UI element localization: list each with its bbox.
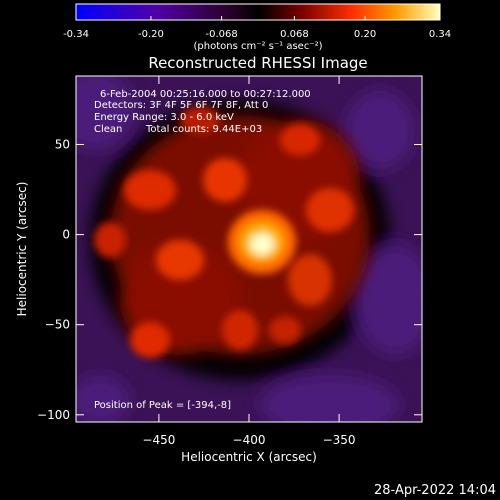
colorbar-unit-label: (photons cm⁻² s⁻¹ asec⁻²) [193, 41, 322, 52]
annotation-time-range: 6-Feb-2004 00:25:16.000 to 00:27:12.000 [100, 89, 311, 100]
colorbar-tick-label: 0.068 [280, 29, 309, 40]
x-tick-label: −350 [323, 433, 356, 447]
x-axis-label: Heliocentric X (arcsec) [181, 450, 317, 464]
y-tick-label: 0 [62, 228, 70, 242]
x-axis: −450 −400 −350 [142, 76, 356, 447]
annotation-clean: Clean [94, 124, 122, 135]
y-axis: −100 −50 0 50 [37, 137, 422, 422]
chart-title: Reconstructed RHESSI Image [148, 54, 367, 72]
annotation-total-counts: Total counts: 9.44E+03 [145, 124, 262, 135]
x-tick-label: −450 [142, 433, 175, 447]
y-tick-label: 50 [55, 137, 70, 151]
colorbar-tick-label: 0.20 [354, 29, 376, 40]
colorbar-tick-label: -0.34 [63, 29, 89, 40]
heatmap-image [76, 76, 422, 422]
timestamp: 28-Apr-2022 14:04 [374, 483, 496, 498]
y-axis-label: Heliocentric Y (arcsec) [15, 182, 29, 317]
colorbar-ticks: -0.34 -0.20 -0.068 0.068 0.20 0.34 [63, 16, 451, 40]
y-tick-label: −50 [45, 318, 70, 332]
x-tick-label: −400 [233, 433, 266, 447]
colorbar-tick-label: -0.20 [138, 29, 164, 40]
colorbar [75, 3, 441, 21]
colorbar-tick-label: 0.34 [429, 29, 451, 40]
y-tick-label: −100 [37, 408, 70, 422]
colorbar-tick-label: -0.068 [205, 29, 237, 40]
annotation-peak-position: Position of Peak = [-394,-8] [94, 400, 231, 411]
annotation-energy-range: Energy Range: 3.0 - 6.0 keV [94, 112, 234, 123]
annotation-detectors: Detectors: 3F 4F 5F 6F 7F 8F, Att 0 [94, 100, 268, 111]
